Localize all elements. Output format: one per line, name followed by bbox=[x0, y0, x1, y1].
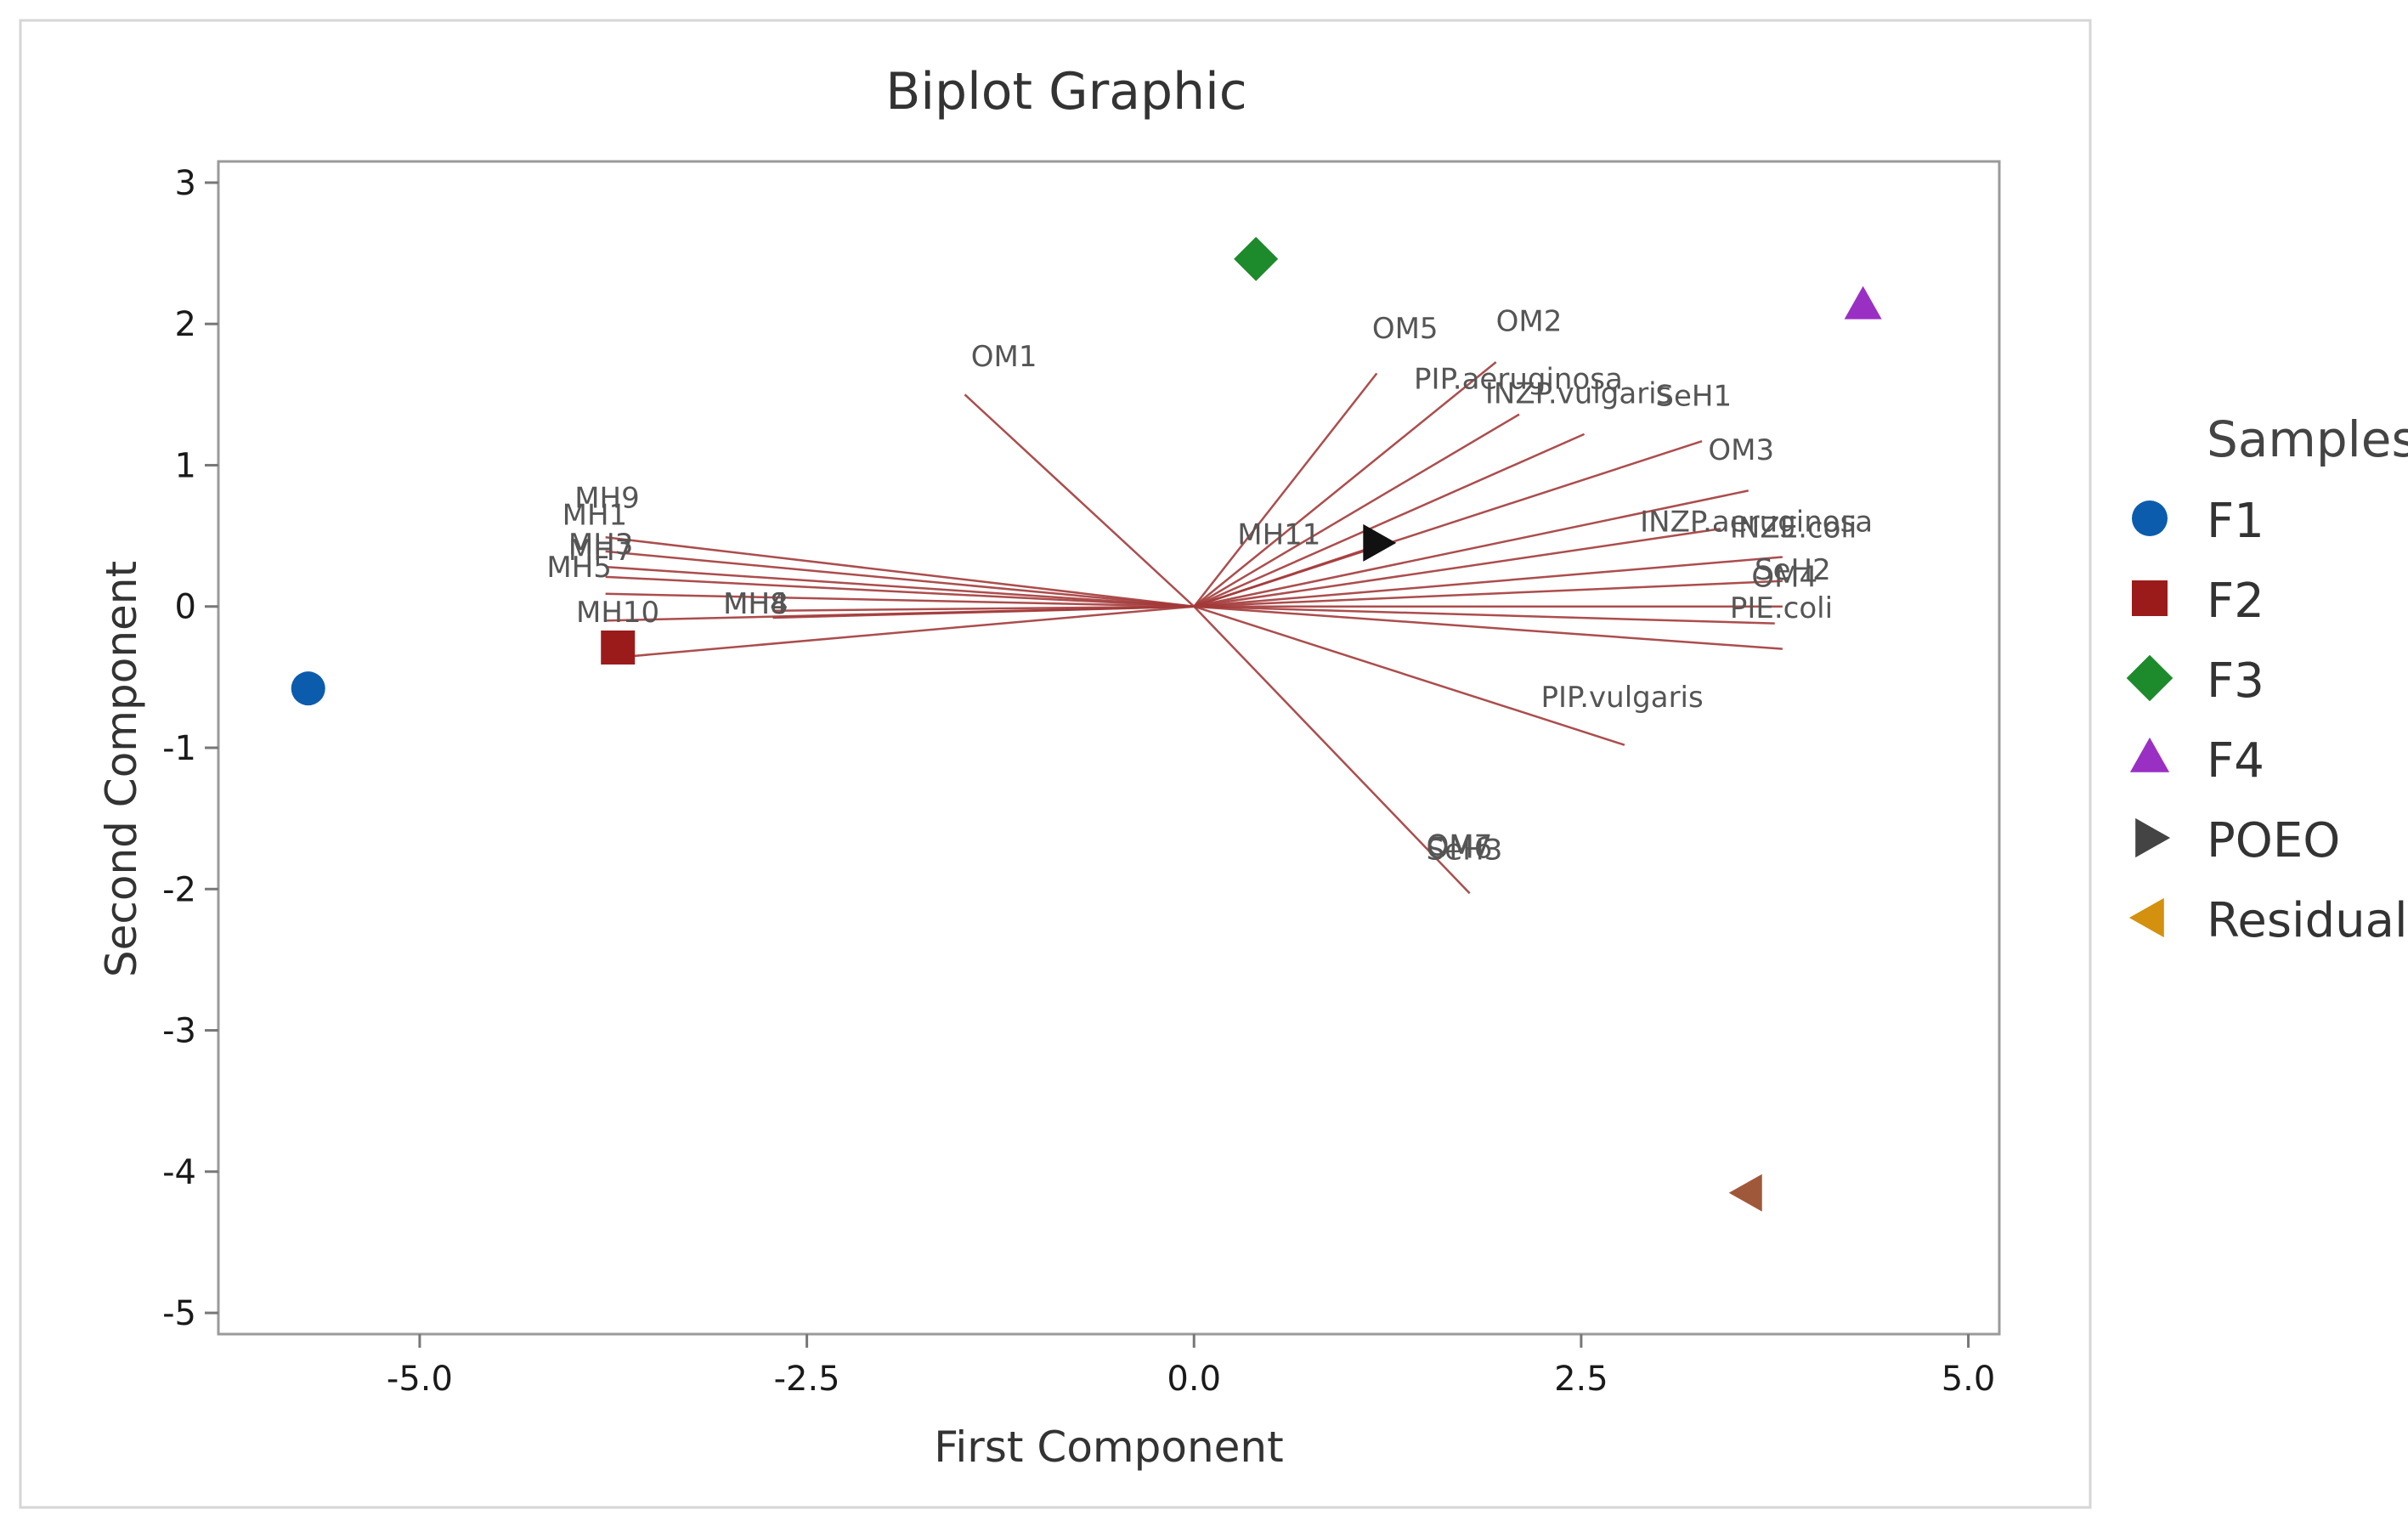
loading-vector bbox=[964, 393, 1196, 608]
loading-label: OM3 bbox=[1708, 433, 1774, 467]
loading-label: PIE.coli bbox=[1730, 591, 1833, 625]
loading-vector bbox=[1194, 605, 1775, 625]
loading-vector bbox=[1193, 413, 1520, 608]
legend-marker-residual bbox=[2128, 897, 2164, 938]
y-tick-label: -5 bbox=[162, 1294, 196, 1333]
loading-label: MH8 bbox=[723, 587, 789, 621]
legend-label: F2 bbox=[2207, 574, 2264, 629]
y-axis: 3 2 1 0 -1 -2 -3 -4 -5 bbox=[162, 164, 218, 1333]
chart-title: Biplot Graphic bbox=[885, 62, 1247, 122]
loading-vector bbox=[772, 605, 1195, 619]
sample-marker-residual bbox=[1728, 1174, 1762, 1212]
sample-marker-f4 bbox=[1844, 286, 1882, 320]
legend: Samples F1 F2 F3 F4 POEO Residual bbox=[2126, 410, 2408, 948]
legend-marker-f4 bbox=[2129, 737, 2170, 772]
x-axis-title: First Component bbox=[934, 1422, 1283, 1472]
x-tick-label: 0.0 bbox=[1167, 1360, 1221, 1399]
y-tick-label: -2 bbox=[162, 870, 196, 909]
loading-vector bbox=[618, 605, 1195, 659]
loading-vector bbox=[605, 575, 1195, 608]
loading-vector bbox=[1193, 605, 1625, 746]
loading-label: MH11 bbox=[1237, 518, 1320, 552]
loading-label: MH9 bbox=[574, 481, 640, 515]
loading-vector bbox=[1194, 528, 1721, 608]
loading-label: SeH3 bbox=[1427, 833, 1503, 867]
loading-vector bbox=[1193, 372, 1378, 608]
legend-label: POEO bbox=[2207, 813, 2340, 868]
x-tick-label: 5.0 bbox=[1942, 1360, 1996, 1399]
legend-marker-f3 bbox=[2126, 654, 2173, 702]
loading-label: OM2 bbox=[1496, 305, 1563, 339]
loading-vector bbox=[1193, 489, 1749, 608]
loading-label: MH4 bbox=[723, 587, 789, 621]
loading-label: MH3 bbox=[568, 528, 634, 562]
legend-label: Residual bbox=[2207, 893, 2408, 948]
legend-label: F3 bbox=[2207, 653, 2264, 709]
y-tick-label: -3 bbox=[162, 1012, 196, 1051]
y-tick-label: 3 bbox=[175, 164, 196, 203]
loading-vectors bbox=[605, 361, 1783, 895]
loading-vector bbox=[605, 592, 1195, 608]
loading-vector bbox=[605, 536, 1195, 608]
loading-label: INZP.vulgaris bbox=[1485, 376, 1671, 410]
sample-markers bbox=[291, 236, 1882, 1212]
loading-vector bbox=[605, 565, 1195, 608]
loading-label: SeH1 bbox=[1655, 380, 1732, 414]
legend-label: F1 bbox=[2207, 494, 2264, 549]
loading-vector bbox=[1193, 605, 1471, 895]
loading-vector bbox=[772, 605, 1195, 612]
loading-label: OM7 bbox=[1427, 829, 1493, 862]
loading-vector bbox=[605, 550, 1195, 608]
x-tick-label: 2.5 bbox=[1554, 1360, 1608, 1399]
loading-label: MH7 bbox=[568, 534, 634, 568]
sample-marker-f2 bbox=[601, 630, 636, 665]
loading-label: PIP.aeruginosa bbox=[1414, 363, 1623, 397]
y-tick-label: 2 bbox=[175, 305, 196, 344]
legend-title: Samples bbox=[2207, 410, 2408, 468]
loading-label: OM1 bbox=[971, 340, 1037, 374]
y-tick-label: -4 bbox=[162, 1153, 196, 1192]
loading-vector bbox=[1193, 361, 1497, 608]
loading-label: PIP.vulgaris bbox=[1541, 681, 1704, 715]
y-tick-label: 1 bbox=[175, 446, 196, 485]
loading-label: SeH2 bbox=[1755, 553, 1831, 587]
y-axis-title: Second Component bbox=[97, 561, 146, 977]
loading-label: MH10 bbox=[576, 596, 659, 630]
loading-label: INZE.coli bbox=[1730, 511, 1857, 545]
loading-vector bbox=[1194, 556, 1783, 608]
sample-marker-poeo bbox=[1363, 523, 1397, 562]
sample-marker-f1 bbox=[291, 671, 325, 706]
loading-vector bbox=[1193, 433, 1586, 608]
loading-label: OM6 bbox=[1427, 832, 1493, 866]
loading-label: MH5 bbox=[546, 551, 612, 585]
x-tick-label: -2.5 bbox=[774, 1360, 840, 1399]
legend-marker-f1 bbox=[2132, 501, 2168, 536]
sample-marker-f3 bbox=[1234, 236, 1279, 281]
loading-label: INZP.aeruginosa bbox=[1640, 506, 1873, 540]
y-tick-label: 0 bbox=[175, 588, 196, 627]
loading-label: OM5 bbox=[1372, 312, 1439, 346]
loading-label: OM4 bbox=[1751, 560, 1817, 594]
x-axis: -5.0 -2.5 0.0 2.5 5.0 bbox=[387, 1334, 1995, 1399]
loading-label: MH1 bbox=[562, 498, 628, 532]
legend-marker-f2 bbox=[2132, 580, 2168, 616]
y-tick-label: -1 bbox=[162, 729, 196, 768]
legend-marker-poeo bbox=[2135, 817, 2171, 858]
x-tick-label: -5.0 bbox=[387, 1360, 453, 1399]
loading-labels: OM1 OM5 OM2 PIP.aeruginosaINZP.vulgarisSeH1… bbox=[546, 305, 1873, 868]
loading-vector bbox=[1194, 605, 1783, 650]
legend-items: F1 F2 F3 F4 POEO Residual bbox=[2126, 494, 2408, 948]
legend-label: F4 bbox=[2207, 733, 2264, 789]
plot-area bbox=[217, 160, 2001, 1336]
loading-vector bbox=[1193, 549, 1365, 608]
loading-vector bbox=[1194, 580, 1783, 608]
